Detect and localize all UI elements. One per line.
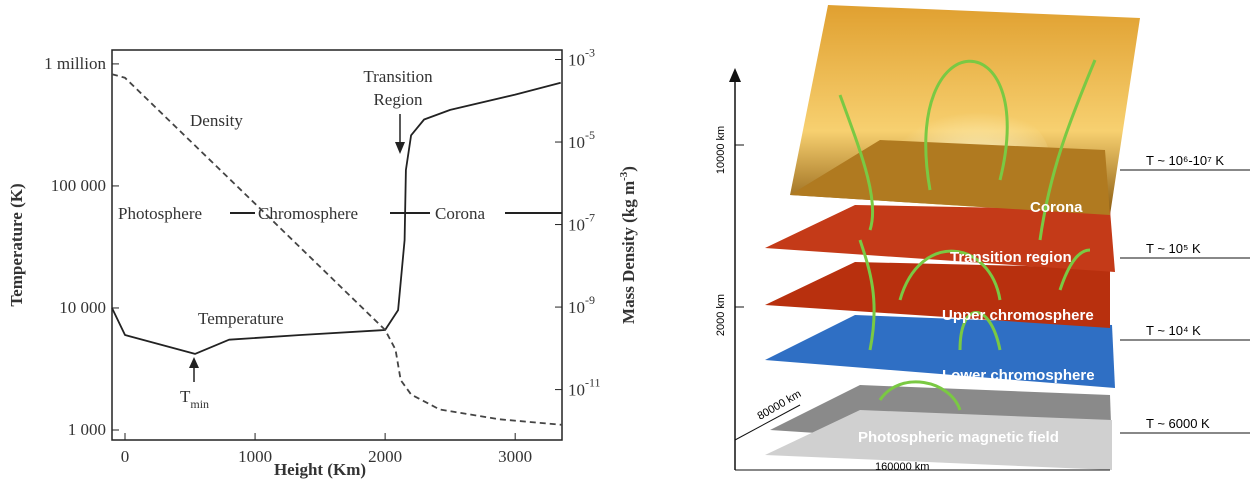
axis-label: 2000 km [715,294,727,336]
layer-label: Transition region [950,249,1072,266]
axis-arrow [729,68,741,82]
temperature-label: T ~ 10⁴ K [1146,323,1201,338]
axis-label: 10000 km [715,126,727,174]
x-tick-label: 1000 [238,447,272,466]
y2-axis-title: Mass Density (kg m-3) [618,166,638,324]
y-tick-label: 10 000 [59,298,106,317]
region-label: Corona [435,204,486,223]
layer-label: Lower chromosphere [942,367,1095,384]
series-label: Density [190,111,243,130]
x-axis-title: Height (Km) [274,460,366,479]
y-tick-label: 1 000 [68,420,106,439]
temperature-label: T ~ 10⁶-10⁷ K [1146,153,1224,168]
axis-label: 160000 km [875,461,929,473]
annotation: Tmin [180,387,209,411]
annotation: Transition [363,67,433,86]
chart-marks: 0 1000 2000 3000 1 000 10 000 100 000 1 million… [44,46,600,466]
illustration: Corona Transition region Upper chromosph… [715,5,1250,473]
y2-title-part: ) [619,166,638,172]
y-axis-title: Temperature (K) [7,183,26,306]
plot-frame [112,50,562,440]
y2-tick-label: 10-9 [568,293,595,317]
y-tick-label: 1 million [44,54,106,73]
tmin-sub: min [190,397,209,411]
y2-tick-label: 10-7 [568,211,595,235]
y2-tick-label: 10-5 [568,128,595,152]
x-tick-label: 2000 [368,447,402,466]
y-tick-label: 100 000 [51,176,106,195]
y2-tick-label: 10-3 [568,46,595,70]
region-label: Chromosphere [258,204,358,223]
arrow-head [395,142,405,154]
series-label: Temperature [198,309,284,328]
layer-label: Photospheric magnetic field [858,429,1059,446]
layer-label: Upper chromosphere [942,307,1094,324]
y2-tick-label: 10-11 [568,376,601,400]
region-label: Photosphere [118,204,202,223]
x-tick-label: 3000 [498,447,532,466]
y2-title-part: Mass Density (kg m [619,181,638,324]
series-line [112,74,562,425]
figure: Height (Km) Temperature (K) Mass Density… [0,0,1251,481]
temperature-label: T ~ 10⁵ K [1146,241,1201,256]
tmin-t: T [180,387,191,406]
temperature-label: T ~ 6000 K [1146,416,1210,431]
left-chart: Height (Km) Temperature (K) Mass Density… [7,67,638,479]
x-tick-label: 0 [121,447,130,466]
annotation: Region [373,90,423,109]
layer-label: Corona [1030,199,1083,216]
arrow-head [189,357,199,368]
